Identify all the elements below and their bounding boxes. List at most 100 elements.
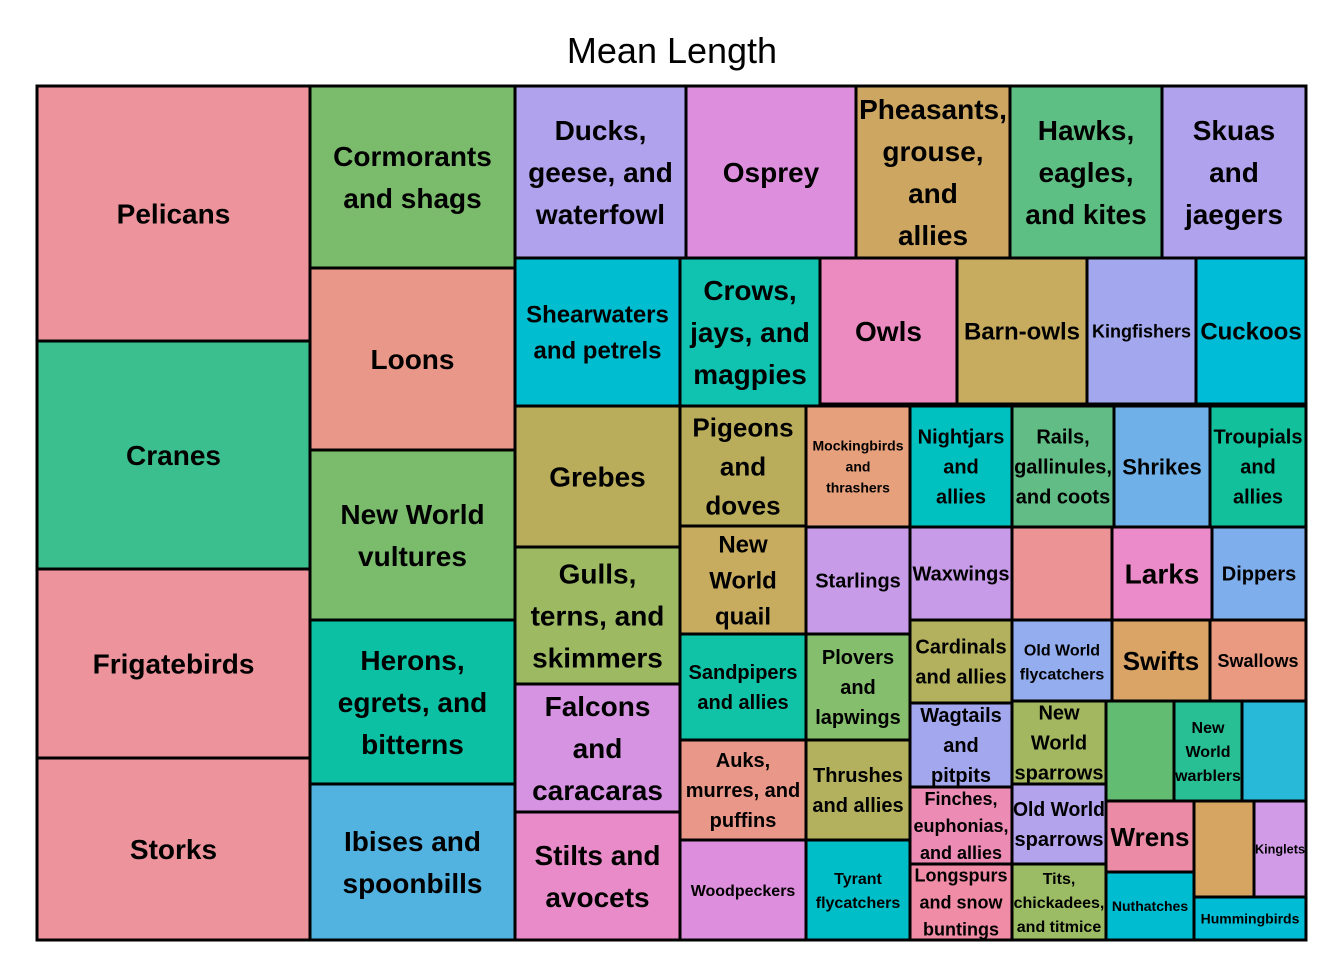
tile-swallows: Swallows: [1208, 618, 1308, 703]
tile-label: Falcons and caracaras: [532, 691, 663, 806]
tile-label: New World quail: [709, 532, 777, 631]
tile-rect: [1192, 799, 1256, 899]
tile-label: Starlings: [815, 571, 901, 593]
tile-finches-euphonias-and-allies: Finches, euphonias, and allies: [908, 785, 1014, 866]
tile-label: Wagtails and pitpits: [920, 705, 1002, 787]
tile-label: Crows, jays, and magpies: [689, 275, 810, 390]
tile-label: Tyrant flycatchers: [816, 871, 901, 912]
tile-label: Swifts: [1123, 646, 1200, 676]
tile-sandpipers-and-allies: Sandpipers and allies: [678, 632, 808, 742]
tile-label: Dippers: [1222, 564, 1296, 586]
tile-label: Waxwings: [912, 564, 1009, 586]
tile-plovers-and-lapwings: Plovers and lapwings: [804, 632, 912, 742]
chart-title: Mean Length: [566, 30, 778, 71]
tile-rect: [908, 618, 1014, 705]
tile-frigatebirds: Frigatebirds: [35, 567, 312, 760]
tile-rect: [854, 84, 1012, 260]
tile-pigeons-and-doves: Pigeons and doves: [678, 404, 808, 528]
tile-label: Barn-owls: [964, 319, 1080, 346]
tile-label: Pelicans: [117, 199, 231, 230]
tile-label: Troupials and allies: [1214, 427, 1303, 509]
tile-label: Cranes: [126, 440, 221, 471]
tile-barn-owls: Barn-owls: [955, 256, 1089, 406]
tile-label: Sandpipers and allies: [689, 662, 798, 714]
tile-rect: [678, 256, 822, 408]
tile-rect: [513, 256, 682, 408]
tile-label: Frigatebirds: [93, 649, 255, 680]
tile-label: New World sparrows: [1015, 703, 1104, 785]
tile-starlings: Starlings: [804, 525, 912, 636]
tile-rect: [308, 84, 517, 270]
tile-label: Nightjars and allies: [918, 427, 1005, 509]
tile-label: Kinglets: [1255, 842, 1305, 857]
tile-label: Cardinals and allies: [915, 637, 1006, 689]
tile-rect: [35, 84, 312, 343]
tile-gulls-terns-and-skimmers: Gulls, terns, and skimmers: [513, 545, 682, 686]
tile-blank-47: [1104, 699, 1176, 803]
tile-shearwaters-and-petrels: Shearwaters and petrels: [513, 256, 682, 408]
tile-label: Thrushes and allies: [812, 765, 903, 817]
tile-label: Old World sparrows: [1013, 799, 1105, 851]
tile-falcons-and-caracaras: Falcons and caracaras: [513, 682, 682, 814]
tile-label: Hummingbirds: [1201, 911, 1300, 927]
tile-dippers: Dippers: [1210, 525, 1308, 622]
tile-rect: [678, 632, 808, 742]
tile-crows-jays-and-magpies: Crows, jays, and magpies: [678, 256, 822, 408]
tile-label: Shrikes: [1122, 454, 1202, 479]
tile-larks: Larks: [1110, 525, 1214, 622]
tile-label: Storks: [130, 834, 217, 865]
tile-label: Shearwaters and petrels: [526, 302, 669, 365]
tile-rect: [1112, 404, 1212, 529]
tile-stilts-and-avocets: Stilts and avocets: [513, 810, 682, 942]
tile-blank-53: [1192, 799, 1256, 899]
tile-troupials-and-allies: Troupials and allies: [1208, 404, 1308, 529]
tile-rect: [513, 404, 682, 549]
tile-cranes: Cranes: [35, 339, 312, 571]
tile-label: Cuckoos: [1200, 319, 1301, 346]
tile-label: Plovers and lapwings: [815, 647, 901, 729]
tile-thrushes-and-allies: Thrushes and allies: [804, 738, 912, 842]
tile-storks: Storks: [35, 756, 312, 942]
tile-wagtails-and-pitpits: Wagtails and pitpits: [908, 701, 1014, 789]
tile-label: Grebes: [549, 462, 646, 493]
tile-label: New World vultures: [340, 499, 484, 572]
tile-label: Hawks, eagles, and kites: [1025, 115, 1146, 230]
tile-new-world-warblers: New World warblers: [1172, 699, 1244, 803]
tile-label: Finches, euphonias, and allies: [913, 789, 1008, 863]
tile-label: Longspurs and snow buntings: [915, 865, 1008, 939]
tile-label: Tits, chickadees, and titmice: [1014, 871, 1105, 936]
tile-cuckoos: Cuckoos: [1194, 256, 1308, 406]
tile-shrikes: Shrikes: [1112, 404, 1212, 529]
tile-blank-49: [1240, 699, 1308, 803]
tile-rect: [1085, 256, 1198, 406]
tile-rect: [684, 84, 858, 260]
tile-waxwings: Waxwings: [908, 525, 1014, 622]
tile-owls: Owls: [818, 256, 959, 406]
tile-old-world-flycatchers: Old World flycatchers: [1010, 618, 1114, 705]
treemap-border: [35, 84, 1308, 942]
tile-label: Stilts and avocets: [534, 840, 660, 913]
tile-new-world-quail: New World quail: [678, 524, 808, 636]
tile-grebes: Grebes: [513, 404, 682, 549]
tile-rect: [1104, 799, 1196, 874]
tile-label: Owls: [855, 316, 922, 347]
tile-label: Pheasants, grouse, and allies: [859, 94, 1007, 251]
tile-rect: [804, 838, 912, 942]
tile-label: New World warblers: [1174, 720, 1241, 785]
tile-rect: [513, 810, 682, 942]
tile-wrens: Wrens: [1104, 799, 1196, 874]
tile-nightjars-and-allies: Nightjars and allies: [908, 404, 1014, 529]
tile-kingfishers: Kingfishers: [1085, 256, 1198, 406]
tile-blank-36: [1010, 525, 1114, 622]
tile-hummingbirds: Hummingbirds: [1192, 895, 1308, 942]
tile-rect: [308, 782, 517, 942]
tile-rect: [804, 738, 912, 842]
tile-rect: [1172, 699, 1244, 803]
tile-hawks-eagles-and-kites: Hawks, eagles, and kites: [1008, 84, 1164, 260]
tile-rect: [678, 404, 808, 528]
tile-rails-gallinules-and-coots: Rails, gallinules, and coots: [1010, 404, 1116, 529]
tile-rect: [513, 545, 682, 686]
tile-woodpeckers: Woodpeckers: [678, 838, 808, 942]
tile-rect: [1208, 404, 1308, 529]
